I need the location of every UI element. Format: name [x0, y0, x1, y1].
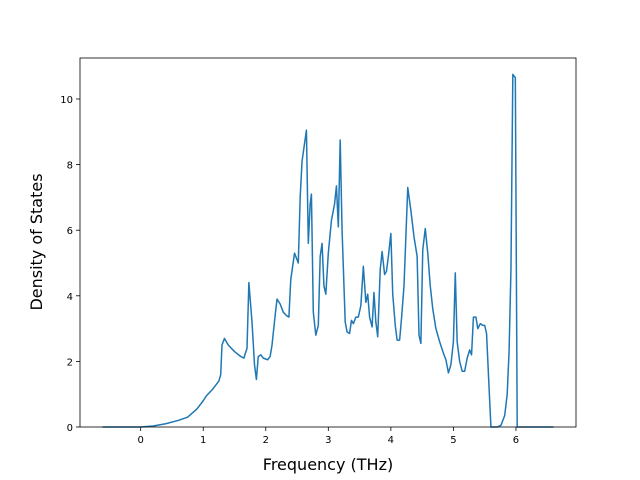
x-tick-label: 1 [200, 435, 206, 446]
y-tick-label: 2 [67, 357, 73, 368]
x-tick-label: 5 [450, 435, 456, 446]
y-tick-label: 6 [67, 226, 73, 237]
y-axis-label: Density of States [27, 173, 46, 310]
y-tick-label: 4 [67, 292, 73, 303]
y-tick-label: 8 [67, 161, 73, 172]
line [102, 73, 554, 428]
y-tick-label: 0 [67, 423, 73, 434]
x-axis-label: Frequency (THz) [263, 455, 393, 474]
x-tick-label: 4 [388, 435, 394, 446]
axes-frame [79, 57, 577, 428]
x-tick-label: 2 [263, 435, 269, 446]
y-tick-label: 10 [60, 95, 73, 106]
x-tick-label: 6 [513, 435, 519, 446]
x-tick-label: 3 [325, 435, 331, 446]
x-tick-label: 0 [137, 435, 143, 446]
